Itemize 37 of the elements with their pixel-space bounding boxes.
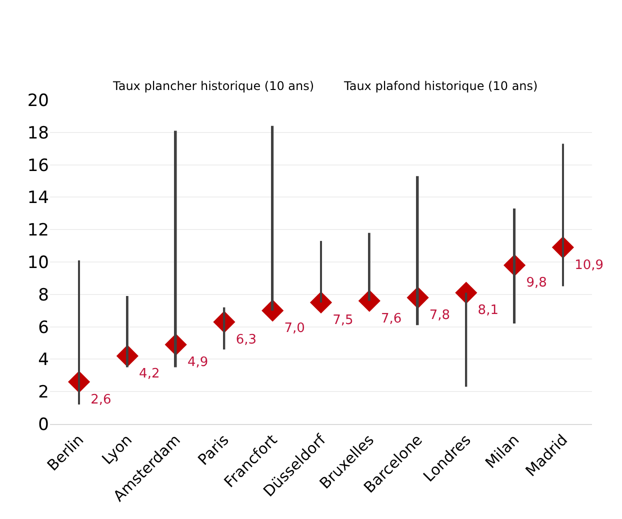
bar (223, 307, 226, 350)
bar (174, 130, 177, 368)
y-tick-label: 14 (27, 188, 49, 208)
data-label: 8,1 (478, 303, 498, 318)
data-label: 4,9 (187, 354, 208, 370)
y-tick-label: 0 (38, 414, 49, 435)
y-tick-label: 6 (38, 318, 49, 338)
point (455, 282, 478, 304)
bar (416, 176, 419, 326)
bar (465, 292, 468, 387)
bar (320, 240, 322, 302)
y-tick-label: 20 (27, 90, 49, 111)
y-tick-label: 18 (27, 123, 49, 144)
data-label: 9,8 (526, 276, 547, 291)
y-tick-label: 12 (27, 220, 49, 241)
bar (562, 144, 564, 286)
text: Taux plafond historique (10 ans) (343, 79, 538, 93)
bar (126, 296, 128, 368)
data-label: 6,3 (236, 332, 257, 348)
data-label: 10,9 (574, 258, 604, 273)
bar (513, 208, 516, 324)
y-tick-label: 8 (38, 285, 49, 306)
text: Taux plancher historique (10 ans) (112, 79, 314, 93)
data-label: 7,5 (332, 312, 354, 328)
data-label: 2,6 (90, 392, 112, 408)
y-tick-label: 10 (27, 252, 49, 273)
bar (78, 260, 80, 405)
data-label: 7,8 (429, 308, 450, 324)
y-tick-label: 16 (27, 156, 49, 176)
data-label: 4,2 (139, 366, 160, 382)
bar (368, 232, 370, 301)
bar (271, 126, 274, 311)
point (310, 291, 332, 314)
data-label: 7,6 (381, 311, 402, 326)
y-tick-label: 4 (38, 350, 49, 370)
data-label: 7,0 (284, 320, 305, 336)
y-tick-label: 2 (38, 382, 49, 403)
